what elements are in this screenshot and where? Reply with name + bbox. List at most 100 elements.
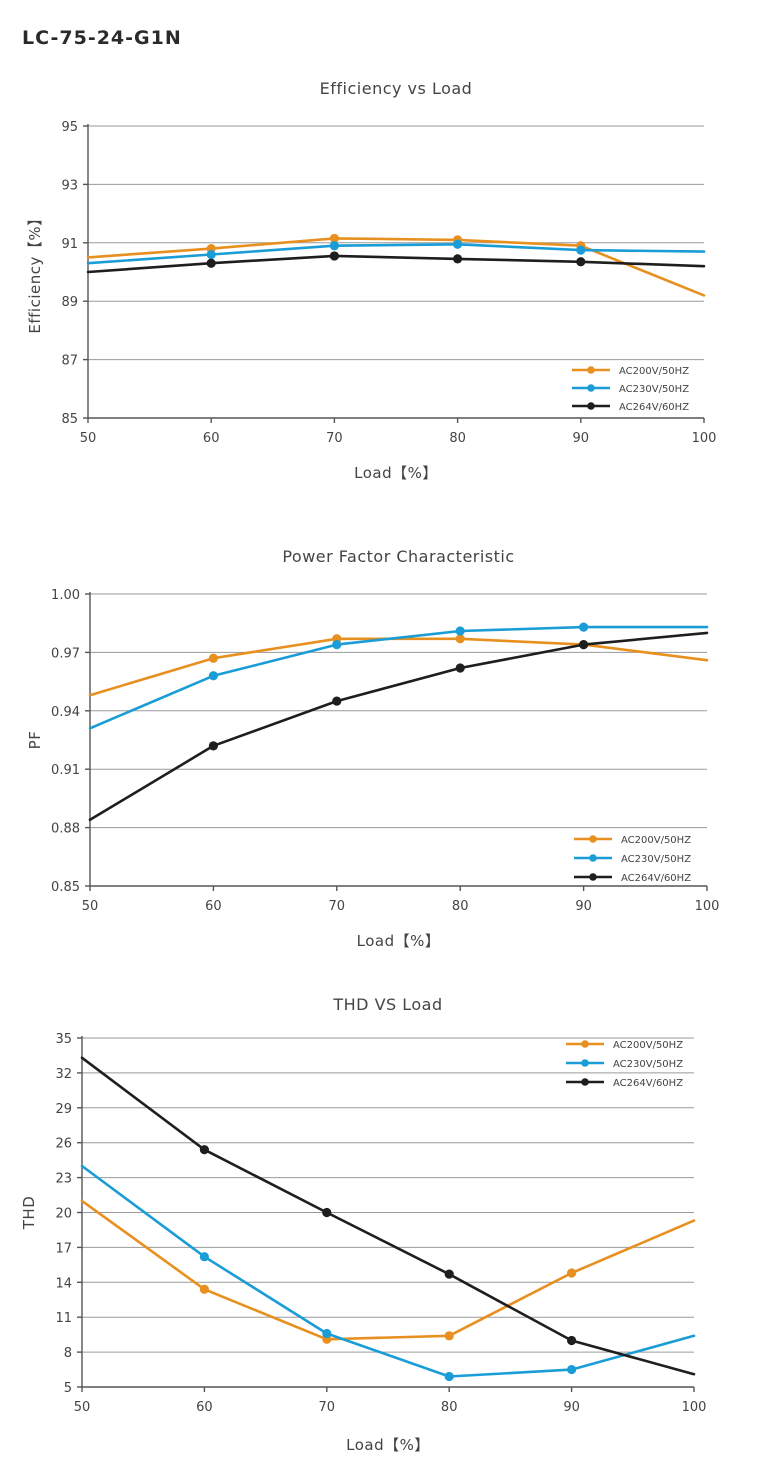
thd-chart: THD VS Load 5 8 11 14 17 20 23 26 29 32 35 50 60 70 80 9… [20, 995, 707, 1454]
chart2-ytick-label: 14 [55, 1276, 72, 1291]
chart1-xtick-label: 50 [82, 899, 99, 914]
chart0-data-point [329, 241, 339, 251]
chart2-ytick-label: 23 [55, 1172, 72, 1187]
chart0-data-point [329, 251, 339, 261]
chart1-data-point [579, 640, 589, 650]
power-factor-chart: Power Factor Characteristic 0.85 0.88 0.91 0… [26, 547, 720, 950]
chart1-legend-label: AC264V/60HZ [621, 873, 691, 884]
chart1-ytick-label: 0.88 [51, 822, 80, 837]
chart2-legend-marker [581, 1059, 589, 1067]
chart0-series-line [86, 237, 706, 297]
chart0-legend-marker [587, 402, 595, 410]
chart0-xtick-label: 90 [573, 431, 590, 446]
chart0-xtick-label: 70 [326, 431, 343, 446]
chart2-data-point [567, 1364, 577, 1375]
chart1-ytick-label: 0.91 [51, 763, 80, 778]
chart2-ytick-label: 26 [55, 1137, 72, 1152]
chart0-xtick-label: 50 [80, 431, 97, 446]
chart2-title: THD VS Load [332, 995, 442, 1014]
chart2-legend-marker [581, 1040, 589, 1048]
chart2-xtick-label: 90 [563, 1400, 580, 1415]
chart1-legend-label: AC200V/50HZ [621, 835, 691, 846]
chart2-series-line [80, 1199, 696, 1341]
chart2-legend-marker [581, 1078, 589, 1086]
chart0-series-line [86, 243, 706, 265]
chart1-data-point [332, 696, 342, 706]
chart2-xtick-label: 100 [682, 1400, 707, 1415]
chart2-ytick-label: 29 [55, 1102, 72, 1117]
chart1-ytick-label: 0.85 [51, 880, 80, 895]
chart1-xtick-label: 100 [695, 899, 720, 914]
chart1-data-point [332, 640, 342, 650]
chart2-ytick-label: 5 [64, 1381, 72, 1396]
chart0-ytick-label: 91 [61, 237, 78, 252]
chart1-series-line [88, 631, 709, 822]
chart2-data-point [444, 1269, 454, 1279]
chart1-ylabel: PF [26, 731, 44, 750]
chart1-data-point [208, 653, 218, 663]
chart0-series-line [86, 254, 706, 274]
chart2-data-point [199, 1145, 209, 1155]
model-title: LC-75-24-G1N [22, 27, 182, 49]
chart0-ytick-label: 93 [61, 178, 78, 193]
chart0-ylabel: Efficiency【%】 [26, 210, 44, 333]
chart2-legend-label: AC264V/60HZ [613, 1078, 683, 1089]
chart0-legend-marker [587, 366, 595, 374]
chart0-legend-marker [587, 384, 595, 392]
chart0-legend-label: AC264V/60HZ [619, 402, 689, 413]
chart0-ytick-label: 87 [61, 354, 78, 369]
chart2-data-point [199, 1284, 209, 1294]
chart0-data-point [206, 249, 216, 260]
chart2-data-point [567, 1335, 577, 1346]
chart0-data-point [576, 257, 586, 267]
chart2-series-line [80, 1164, 696, 1378]
chart0-ytick-label: 89 [61, 295, 78, 310]
chart1-legend-marker [589, 854, 597, 862]
chart0-legend-label: AC200V/50HZ [619, 366, 689, 377]
chart2-data-point [199, 1252, 209, 1262]
chart2-ytick-label: 11 [55, 1311, 72, 1326]
efficiency-chart: Efficiency vs Load 85 87 89 91 93 95 50 60 70 80 90… [26, 79, 717, 482]
chart2-ytick-label: 17 [55, 1241, 72, 1256]
chart1-xtick-label: 80 [452, 899, 469, 914]
chart1-data-point [579, 622, 589, 632]
chart2-xtick-label: 60 [196, 1400, 213, 1415]
chart2-ytick-label: 8 [64, 1346, 72, 1361]
chart2-ylabel: THD [20, 1196, 38, 1231]
chart0-data-point [453, 239, 463, 249]
chart1-xlabel: Load【%】 [357, 932, 441, 950]
chart1-xtick-label: 60 [205, 899, 222, 914]
chart2-data-point [444, 1371, 454, 1382]
chart1-data-point [455, 663, 465, 673]
chart0-xlabel: Load【%】 [354, 464, 438, 482]
chart1-ytick-label: 1.00 [51, 588, 80, 603]
chart2-legend-label: AC200V/50HZ [613, 1040, 683, 1051]
chart1-series-line [88, 637, 709, 697]
chart2-series-line [80, 1056, 696, 1376]
chart0-data-point [329, 233, 339, 244]
chart2-data-point [444, 1331, 454, 1341]
chart1-legend-label: AC230V/50HZ [621, 854, 691, 865]
chart1-series-line [88, 625, 709, 730]
chart2-xtick-label: 70 [319, 1400, 336, 1415]
chart1-data-point [455, 634, 465, 644]
chart0-legend-label: AC230V/50HZ [619, 384, 689, 395]
chart1-ytick-label: 0.97 [51, 646, 80, 661]
chart0-data-point [206, 258, 216, 268]
chart1-data-point [208, 671, 218, 681]
chart1-legend-marker [589, 835, 597, 843]
chart0-data-point [576, 245, 586, 255]
chart2-data-point [567, 1268, 577, 1278]
chart2-legend-label: AC230V/50HZ [613, 1059, 683, 1070]
chart2-xtick-label: 80 [441, 1400, 458, 1415]
chart0-xtick-label: 100 [692, 431, 717, 446]
chart2-ytick-label: 32 [55, 1067, 72, 1082]
chart1-xtick-label: 70 [329, 899, 346, 914]
chart1-xtick-label: 90 [575, 899, 592, 914]
chart1-title: Power Factor Characteristic [282, 547, 514, 566]
chart0-xtick-label: 80 [449, 431, 466, 446]
chart0-ytick-label: 95 [61, 120, 78, 135]
chart1-legend-marker [589, 873, 597, 881]
chart2-data-point [322, 1207, 332, 1218]
chart1-data-point [455, 626, 465, 636]
